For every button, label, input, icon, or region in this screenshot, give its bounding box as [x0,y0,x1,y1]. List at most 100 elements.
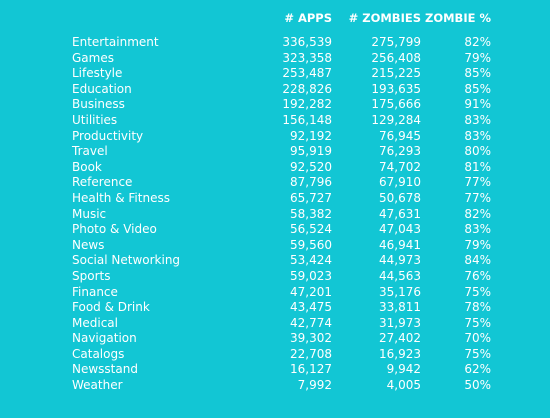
zombies-count-cell: 215,225 [371,66,421,81]
apps-count-cell: 16,127 [290,362,332,377]
zombies-count-cell: 16,923 [379,346,421,361]
category-cell: Food & Drink [72,300,150,315]
column-header-zombie-percent: ZOMBIE % [425,11,491,25]
apps-count-cell: 336,539 [282,35,332,49]
table-row: Catalogs 22,708 16,923 75% [62,347,491,363]
apps-count-cell: 253,487 [282,66,332,81]
apps-count-cell: 56,524 [290,222,332,237]
zombie-percent-cell: 79% [464,237,491,252]
category-cell: Education [72,81,132,96]
category-cell: Catalogs [72,346,125,361]
apps-count-cell: 95,919 [290,144,332,159]
zombie-percent-cell: 75% [464,315,491,330]
table-row: Health & Fitness 65,727 50,678 77% [62,191,491,207]
apps-count-cell: 58,382 [290,206,332,221]
table-row: Weather 7,992 4,005 50% [62,378,491,394]
category-cell: Newsstand [72,362,138,377]
table-row: Medical 42,774 31,973 75% [62,316,491,332]
apps-count-cell: 7,992 [297,378,332,393]
zombie-percent-cell: 77% [464,175,491,190]
category-cell: Music [72,206,107,221]
table-row: Business 192,282 175,666 91% [62,97,491,113]
category-cell: Productivity [72,128,144,143]
table-row: Photo & Video 56,524 47,043 83% [62,222,491,238]
zombies-count-cell: 46,941 [379,237,421,252]
zombie-percent-cell: 85% [464,66,491,81]
zombie-percent-cell: 84% [464,253,491,268]
zombies-count-cell: 193,635 [371,81,421,96]
zombies-count-cell: 47,043 [379,222,421,237]
category-cell: Social Networking [72,253,181,268]
category-cell: Book [72,159,102,174]
zombies-count-cell: 31,973 [379,315,421,330]
apps-count-cell: 87,796 [290,175,332,190]
table-row: Sports 59,023 44,563 76% [62,269,491,285]
category-cell: Photo & Video [72,222,157,237]
zombies-count-cell: 47,631 [379,206,421,221]
apps-count-cell: 228,826 [282,81,332,96]
table-row: Productivity 92,192 76,945 83% [62,129,491,145]
zombie-percent-cell: 82% [464,35,491,49]
category-cell: Finance [72,284,118,299]
zombie-percent-cell: 78% [464,300,491,315]
zombies-count-cell: 27,402 [379,331,421,346]
zombie-percent-cell: 79% [464,50,491,65]
zombie-percent-cell: 91% [464,97,491,112]
column-header-category [62,11,232,35]
zombies-count-cell: 33,811 [379,300,421,315]
column-header-zombies: # ZOMBIES [348,11,421,25]
header-row: # APPS # ZOMBIES ZOMBIE % [62,11,491,35]
table-row: Reference 87,796 67,910 77% [62,175,491,191]
zombies-count-cell: 256,408 [371,50,421,65]
zombie-percent-cell: 70% [464,331,491,346]
zombie-percent-cell: 76% [464,268,491,283]
table-row: Education 228,826 193,635 85% [62,82,491,98]
category-cell: Health & Fitness [72,190,170,205]
table-row: Entertainment 336,539 275,799 82% [62,35,491,51]
apps-count-cell: 92,192 [290,128,332,143]
zombies-count-cell: 44,563 [379,268,421,283]
category-cell: Reference [72,175,133,190]
table-row: Newsstand 16,127 9,942 62% [62,362,491,378]
zombie-percent-cell: 85% [464,81,491,96]
table-row: Games 323,358 256,408 79% [62,51,491,67]
zombie-percent-cell: 62% [464,362,491,377]
apps-count-cell: 42,774 [290,315,332,330]
table-row: Utilities 156,148 129,284 83% [62,113,491,129]
zombies-count-cell: 275,799 [371,35,421,49]
zombie-percent-cell: 80% [464,144,491,159]
apps-count-cell: 59,560 [290,237,332,252]
table-row: Social Networking 53,424 44,973 84% [62,253,491,269]
category-cell: Business [72,97,125,112]
apps-count-cell: 65,727 [290,190,332,205]
table-row: Lifestyle 253,487 215,225 85% [62,66,491,82]
column-header-apps: # APPS [284,11,332,25]
zombies-count-cell: 175,666 [371,97,421,112]
category-cell: Lifestyle [72,66,123,81]
zombie-percent-cell: 81% [464,159,491,174]
category-cell: Travel [72,144,108,159]
category-cell: Navigation [72,331,137,346]
category-cell: Weather [72,378,123,393]
apps-count-cell: 39,302 [290,331,332,346]
apps-count-cell: 53,424 [290,253,332,268]
table-row: News 59,560 46,941 79% [62,238,491,254]
zombies-count-cell: 35,176 [379,284,421,299]
zombies-count-cell: 67,910 [379,175,421,190]
zombies-count-cell: 9,942 [386,362,421,377]
table-row: Book 92,520 74,702 81% [62,160,491,176]
apps-count-cell: 47,201 [290,284,332,299]
zombie-apps-table: # APPS # ZOMBIES ZOMBIE % Entertainment 3… [62,11,491,394]
zombie-percent-cell: 83% [464,112,491,127]
zombie-percent-cell: 83% [464,222,491,237]
apps-count-cell: 22,708 [290,346,332,361]
zombies-count-cell: 4,005 [386,378,421,393]
zombie-percent-cell: 82% [464,206,491,221]
zombie-percent-cell: 75% [464,346,491,361]
zombies-count-cell: 44,973 [379,253,421,268]
zombie-percent-cell: 77% [464,190,491,205]
category-cell: News [72,237,105,252]
table-body: Entertainment 336,539 275,799 82% Games 323,3… [62,35,491,394]
table-row: Travel 95,919 76,293 80% [62,144,491,160]
zombie-percent-cell: 75% [464,284,491,299]
